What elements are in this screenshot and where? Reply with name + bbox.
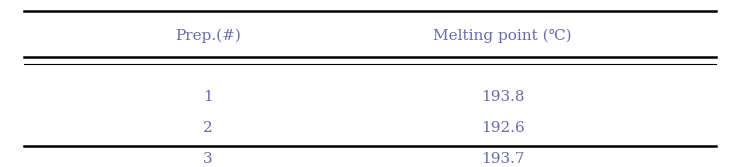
- Text: 2: 2: [203, 121, 212, 135]
- Text: Prep.(#): Prep.(#): [175, 28, 240, 43]
- Text: 1: 1: [203, 90, 212, 104]
- Text: 192.6: 192.6: [481, 121, 525, 135]
- Text: 193.8: 193.8: [481, 90, 525, 104]
- Text: 193.7: 193.7: [481, 152, 525, 166]
- Text: Melting point (℃): Melting point (℃): [434, 28, 572, 43]
- Text: 3: 3: [203, 152, 212, 166]
